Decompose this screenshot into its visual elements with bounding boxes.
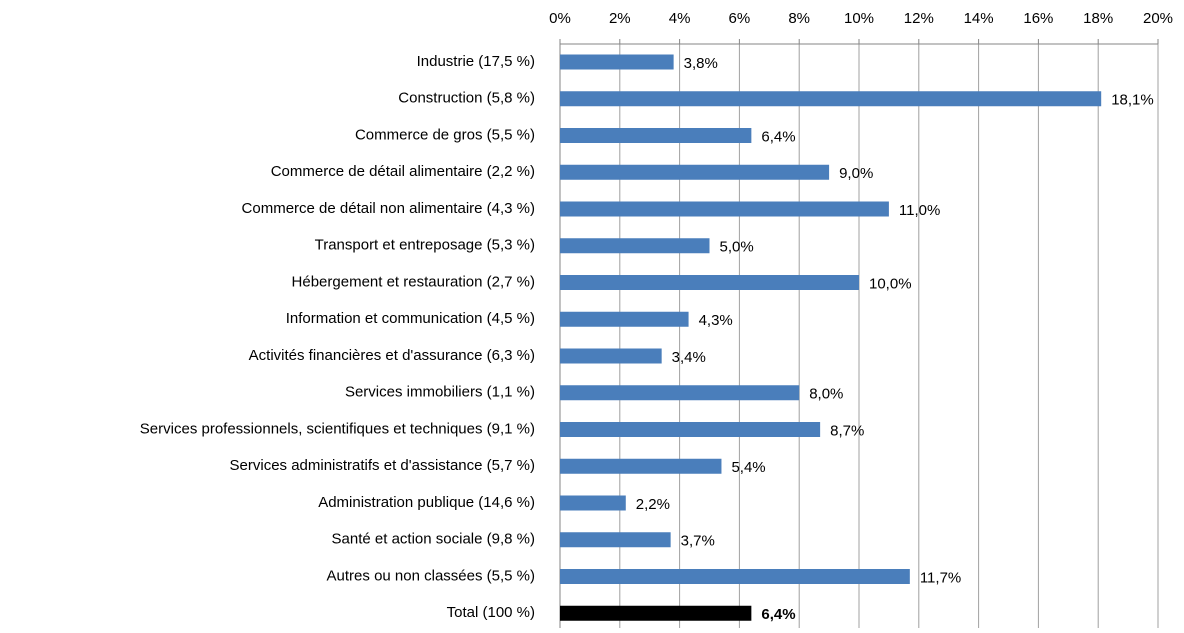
bar: [560, 605, 752, 621]
y-tick-label: Construction (5,8 %): [398, 90, 535, 107]
y-tick-label: Total (100 %): [447, 604, 535, 621]
bar: [560, 495, 626, 511]
y-tick-label: Transport et entreposage (5,3 %): [315, 237, 535, 254]
x-tick-label: 14%: [964, 10, 994, 27]
y-tick-label: Commerce de gros (5,5 %): [355, 126, 535, 143]
value-label: 5,4%: [731, 459, 765, 476]
x-tick-label: 18%: [1083, 10, 1113, 27]
value-label: 11,7%: [920, 569, 961, 586]
bar: [560, 54, 674, 70]
bar: [560, 569, 910, 584]
value-label: 5,0%: [720, 239, 754, 256]
bar: [560, 164, 830, 180]
y-tick-label: Administration publique (14,6 %): [318, 494, 535, 511]
bar: [560, 201, 889, 217]
x-tick-label: 6%: [729, 10, 751, 27]
value-label: 6,4%: [761, 128, 795, 145]
x-tick-label: 10%: [844, 10, 874, 27]
bar: [560, 422, 821, 437]
y-tick-label: Information et communication (4,5 %): [286, 310, 535, 327]
y-tick-label: Hébergement et restauration (2,7 %): [292, 273, 535, 290]
y-tick-label: Industrie (17,5 %): [417, 53, 535, 70]
value-label: 8,0%: [809, 386, 843, 403]
bar: [560, 458, 722, 474]
value-label: 3,7%: [681, 533, 715, 550]
x-tick-label: 0%: [549, 10, 571, 27]
x-tick-label: 4%: [669, 10, 691, 27]
y-tick-label: Services administratifs et d'assistance …: [230, 457, 535, 474]
value-label: 8,7%: [830, 422, 864, 439]
bar: [560, 275, 859, 290]
bar: [560, 532, 671, 548]
y-tick-label: Santé et action sociale (9,8 %): [332, 531, 535, 548]
value-label: 9,0%: [839, 165, 873, 182]
x-tick-label: 12%: [904, 10, 934, 27]
y-tick-label: Autres ou non classées (5,5 %): [327, 567, 535, 584]
bar: [560, 385, 800, 401]
y-tick-label: Activités financières et d'assurance (6,…: [249, 347, 535, 364]
value-label: 18,1%: [1111, 92, 1154, 109]
value-label: 10,0%: [869, 275, 912, 292]
bar: [560, 311, 689, 327]
value-label: 6,4%: [761, 606, 795, 623]
value-label: 11,0%: [899, 202, 940, 219]
bar: [560, 91, 1102, 107]
x-tick-label: 20%: [1143, 10, 1173, 27]
value-label: 3,8%: [684, 55, 718, 72]
y-tick-label: Services immobiliers (1,1 %): [345, 384, 535, 401]
y-tick-label: Commerce de détail alimentaire (2,2 %): [271, 163, 535, 180]
x-tick-label: 2%: [609, 10, 631, 27]
bar: [560, 128, 752, 143]
value-label: 2,2%: [636, 496, 670, 513]
y-tick-label: Commerce de détail non alimentaire (4,3 …: [242, 200, 535, 217]
value-label: 4,3%: [699, 312, 733, 329]
bar: [560, 238, 710, 254]
y-tick-label: Services professionnels, scientifiques e…: [140, 420, 535, 437]
x-tick-label: 16%: [1023, 10, 1053, 27]
x-tick-label: 8%: [788, 10, 810, 27]
value-label: 3,4%: [672, 349, 706, 366]
bar: [560, 348, 662, 364]
